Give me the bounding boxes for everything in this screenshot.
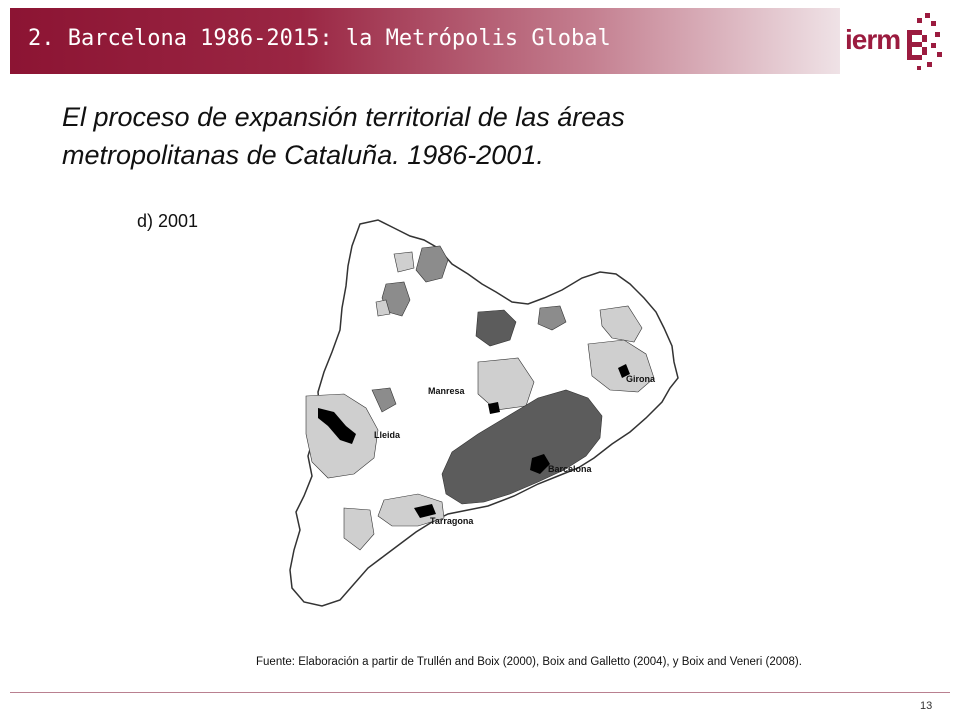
region-pyrenees-3 <box>381 281 411 317</box>
catalonia-metro-map: Manresa Lleida Girona Barcelona Tarragon… <box>289 219 679 607</box>
city-label-manresa: Manresa <box>428 386 466 396</box>
city-label-tarragona: Tarragona <box>430 516 474 526</box>
city-label-lleida: Lleida <box>374 430 401 440</box>
region-olot <box>537 305 567 331</box>
city-label-girona: Girona <box>626 374 656 384</box>
slide-section-title: 2. Barcelona 1986-2015: la Metrópolis Gl… <box>28 26 611 51</box>
region-pyrenees-4 <box>375 299 391 317</box>
region-lleida-core <box>318 408 356 444</box>
region-girona-core <box>618 364 630 378</box>
region-manresa-core <box>488 402 500 414</box>
panel-label: d) 2001 <box>137 211 199 231</box>
region-pyrenees-1 <box>415 245 449 283</box>
region-girona-area <box>587 339 655 393</box>
region-figueres <box>599 305 643 343</box>
page-number: 13 <box>920 700 933 712</box>
region-lleida-east <box>371 387 397 413</box>
source-citation: Fuente: Elaboración a partir de Trullén … <box>256 656 802 668</box>
headline-line-2: metropolitanas de Cataluña. 1986-2001. <box>62 140 544 170</box>
logo-text: ierm <box>845 24 901 55</box>
region-tarragona-outer <box>377 493 445 527</box>
iermb-logo: ierm <box>845 10 950 72</box>
region-ebre-south <box>343 507 375 551</box>
region-ripoll <box>475 309 517 347</box>
logo-mark <box>907 13 942 70</box>
header-banner: 2. Barcelona 1986-2015: la Metrópolis Gl… <box>10 8 840 74</box>
region-barcelona-core <box>530 454 550 474</box>
footer-divider <box>10 692 950 693</box>
city-label-barcelona: Barcelona <box>548 464 593 474</box>
region-tarragona-core <box>414 504 436 518</box>
region-barcelona-metro <box>441 389 603 505</box>
slide-headline: El proceso de expansión territorial de l… <box>62 98 822 174</box>
region-pyrenees-2 <box>393 251 415 273</box>
headline-line-1: El proceso de expansión territorial de l… <box>62 102 625 132</box>
